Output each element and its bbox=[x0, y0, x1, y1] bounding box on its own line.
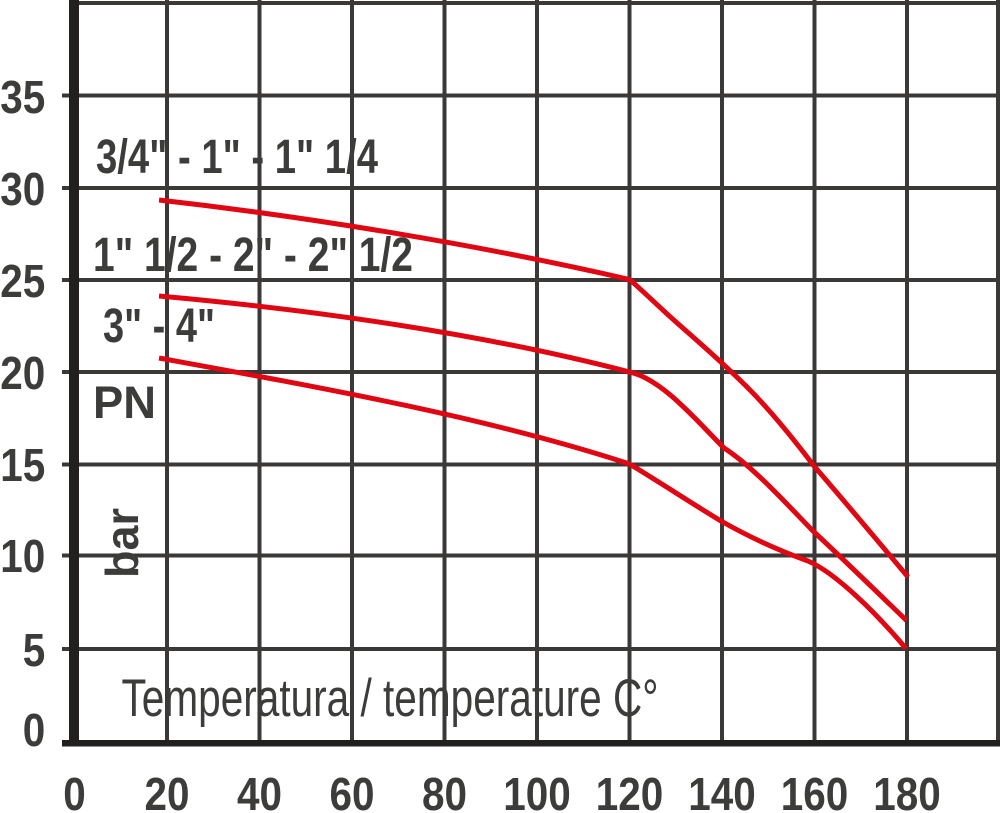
svg-text:140: 140 bbox=[688, 770, 756, 813]
svg-text:0: 0 bbox=[63, 770, 86, 813]
svg-text:PN: PN bbox=[93, 377, 156, 428]
svg-text:40: 40 bbox=[237, 770, 282, 813]
svg-text:20: 20 bbox=[0, 349, 45, 400]
svg-text:30: 30 bbox=[0, 165, 45, 216]
svg-text:15: 15 bbox=[0, 441, 45, 492]
svg-text:100: 100 bbox=[503, 770, 571, 813]
svg-text:Temperatura / temperature C°: Temperatura / temperature C° bbox=[122, 669, 659, 728]
svg-text:20: 20 bbox=[145, 770, 190, 813]
svg-text:bar: bar bbox=[96, 508, 148, 578]
svg-text:25: 25 bbox=[0, 257, 45, 308]
svg-text:35: 35 bbox=[0, 73, 45, 124]
svg-text:1" 1/2 - 2" - 2" 1/2: 1" 1/2 - 2" - 2" 1/2 bbox=[93, 229, 413, 282]
svg-text:180: 180 bbox=[873, 770, 941, 813]
svg-text:60: 60 bbox=[329, 770, 374, 813]
svg-text:3/4" - 1" - 1" 1/4: 3/4" - 1" - 1" 1/4 bbox=[96, 131, 378, 184]
svg-text:0: 0 bbox=[23, 706, 46, 757]
svg-text:80: 80 bbox=[422, 770, 467, 813]
svg-text:5: 5 bbox=[23, 626, 46, 677]
svg-text:10: 10 bbox=[0, 532, 45, 583]
svg-text:120: 120 bbox=[596, 770, 664, 813]
svg-text:3" - 4": 3" - 4" bbox=[103, 300, 215, 353]
svg-text:160: 160 bbox=[781, 770, 849, 813]
